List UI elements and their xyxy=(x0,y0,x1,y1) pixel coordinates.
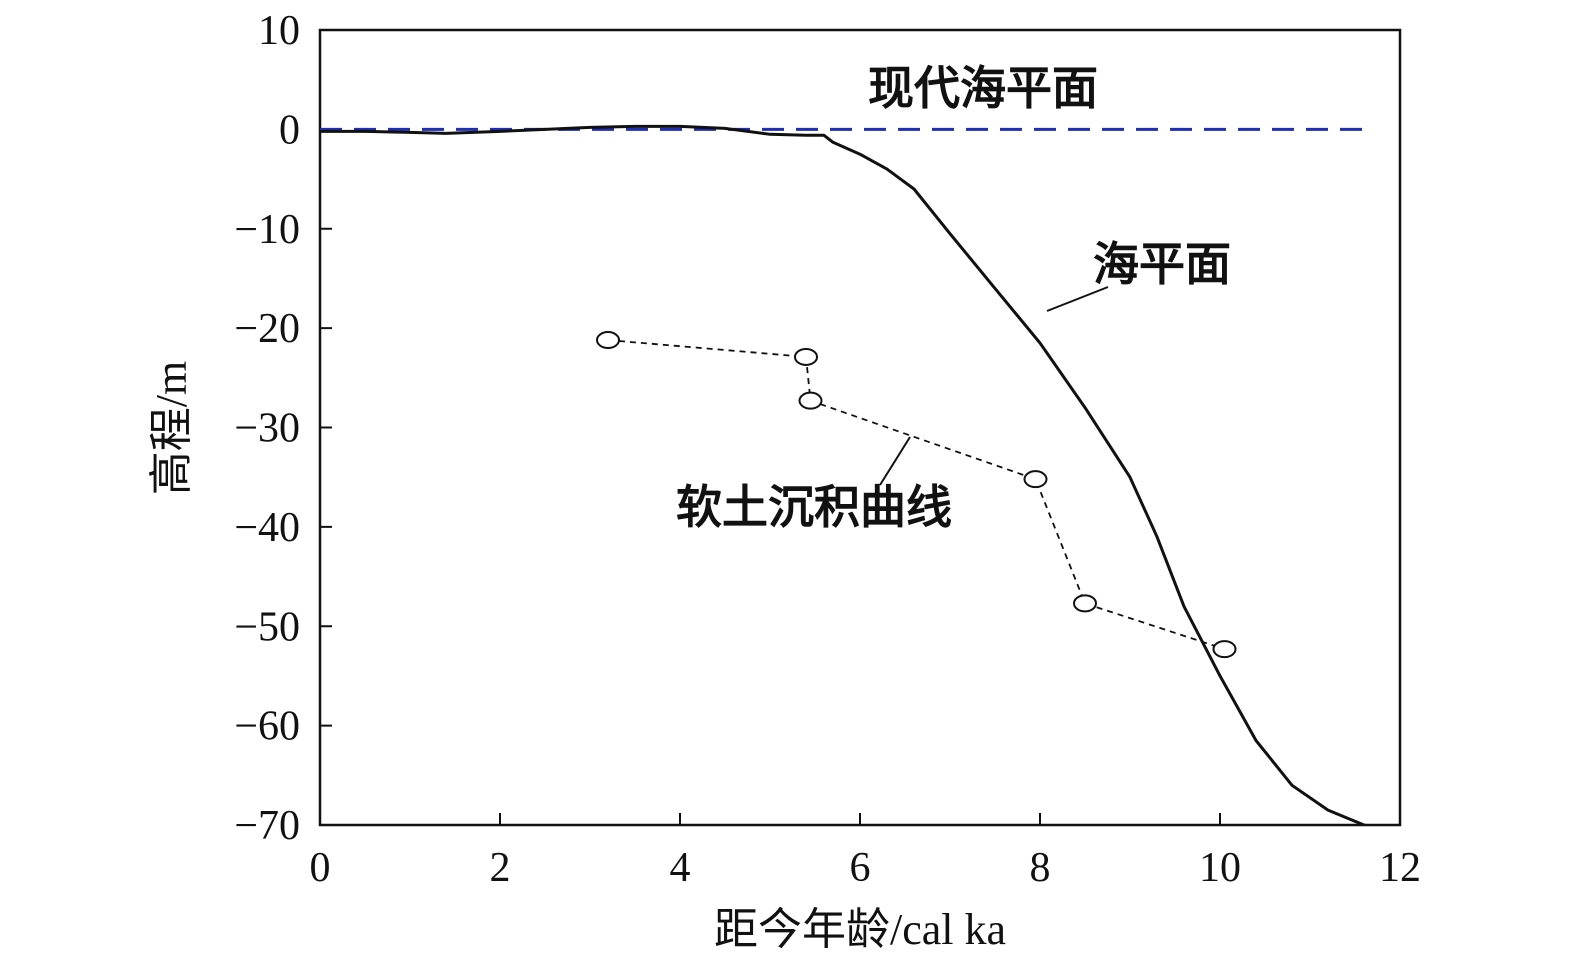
soft-soil-point xyxy=(1023,470,1048,489)
x-tick-label: 8 xyxy=(1030,845,1051,891)
annotation-sea-level: 海平面 xyxy=(1093,237,1231,291)
soft-soil-point xyxy=(798,391,823,410)
x-tick-label: 2 xyxy=(490,845,511,891)
y-tick-label: −10 xyxy=(234,207,300,253)
y-tick-label: −70 xyxy=(234,803,300,849)
y-tick-label: −50 xyxy=(234,604,300,650)
y-tick-label: −30 xyxy=(234,406,300,452)
y-axis-title: 高程/m xyxy=(147,361,196,495)
x-tick-label: 10 xyxy=(1199,845,1241,891)
leader-sea-level xyxy=(1046,286,1109,312)
series-layer xyxy=(320,124,1370,825)
soft-soil-point xyxy=(596,331,620,350)
y-tick-label: −20 xyxy=(234,306,300,352)
x-axis-title: 距今年龄/cal ka xyxy=(714,905,1006,954)
y-tick-label: −40 xyxy=(234,505,300,551)
leader-soft-soil xyxy=(879,436,911,486)
annotation-soft-soil-curve: 软土沉积曲线 xyxy=(676,480,952,534)
y-tick-label: −60 xyxy=(234,704,300,750)
x-axis-ticks: 0 2 4 6 8 10 12 xyxy=(310,813,1421,891)
series-line-sea-level xyxy=(320,124,1370,825)
x-tick-label: 12 xyxy=(1379,845,1421,891)
soft-soil-point xyxy=(1073,594,1097,613)
x-tick-label: 6 xyxy=(850,845,871,891)
x-tick-label: 0 xyxy=(310,845,331,891)
x-tick-label: 4 xyxy=(670,845,691,891)
annotation-modern-sea-level: 现代海平面 xyxy=(868,61,1098,115)
soft-soil-point xyxy=(1212,640,1237,659)
series-line-soft-soil xyxy=(607,339,1225,650)
soft-soil-point xyxy=(794,347,818,366)
y-axis-ticks: 10 0 −10 −20 −30 −40 −50 −60 −70 xyxy=(234,8,332,849)
y-tick-label: 10 xyxy=(258,8,300,54)
y-tick-label: 0 xyxy=(279,107,300,153)
